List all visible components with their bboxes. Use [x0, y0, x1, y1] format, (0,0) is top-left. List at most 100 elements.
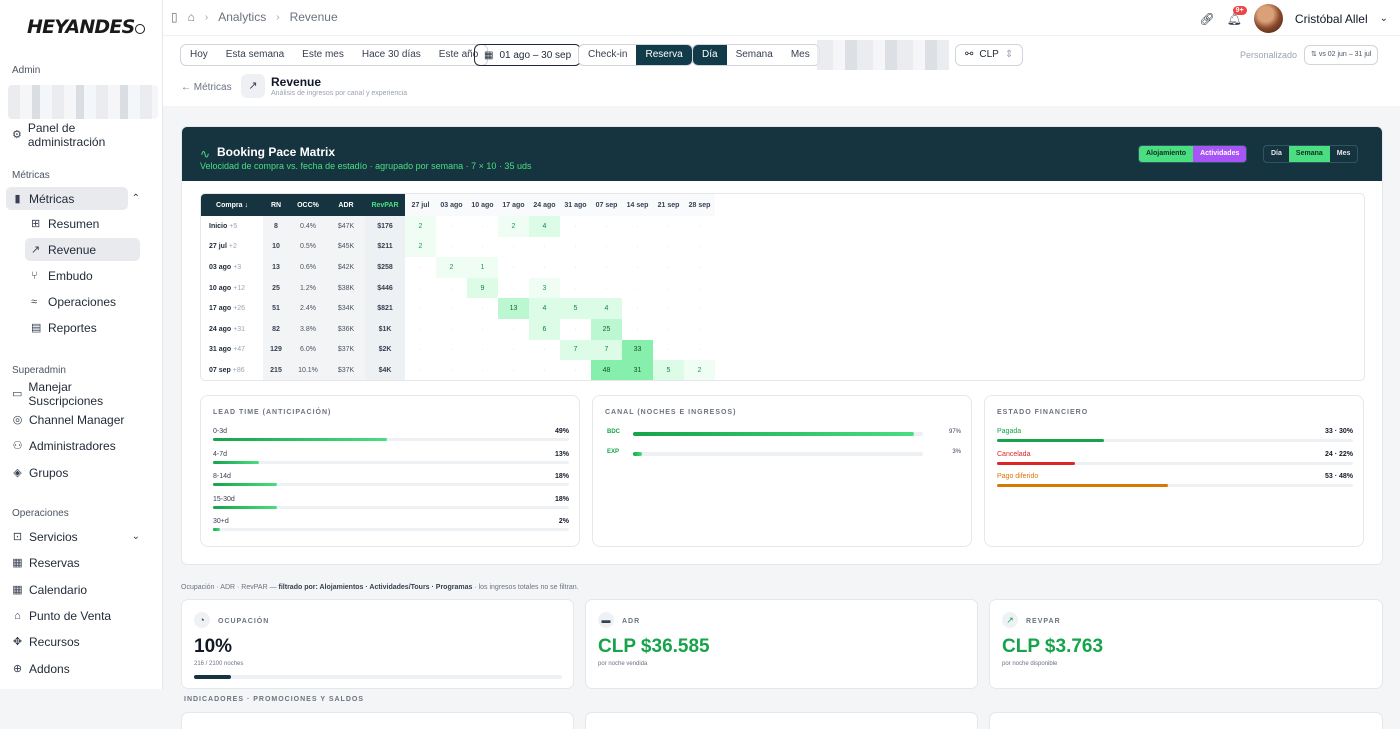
sidebar-item-admin-panel[interactable]: ⚙ Panel de administración — [12, 120, 106, 149]
matrix-cell: · — [450, 284, 453, 292]
breadcrumb-analytics[interactable]: Analytics — [218, 10, 267, 24]
sidebar-item-addons[interactable]: ⊕ Addons — [12, 661, 70, 676]
matrix-week-header: 14 sep — [622, 194, 653, 216]
matrix-week-header: 27 jul — [405, 194, 436, 216]
matrix-cell: · — [419, 346, 422, 354]
indicator-card — [585, 712, 978, 729]
financial-value: 24 · 22% — [1324, 450, 1353, 458]
sidebar-item-services[interactable]: ⊡ Servicios ⌄ — [12, 529, 140, 544]
user-name[interactable]: Cristóbal Allel — [1294, 11, 1368, 26]
kpi-sub: 216 / 2100 noches — [194, 661, 244, 667]
channel-fill — [633, 432, 915, 436]
period-this-year[interactable]: Este año — [438, 49, 479, 60]
sidebar-sub-resumen[interactable]: ⊞ Resumen — [31, 216, 100, 231]
pace-month[interactable]: Mes — [1336, 150, 1351, 157]
matrix-cell: · — [667, 222, 670, 230]
lead-time-track — [213, 460, 569, 464]
lead-time-row: 0-3d 49% — [213, 428, 569, 441]
compare-range[interactable]: ⇅ vs 02 jun – 31 jul — [1304, 45, 1379, 65]
brand-logo[interactable]: HEYANDES — [27, 16, 146, 38]
matrix-cell: · — [419, 305, 422, 313]
row-delta: +86 — [232, 366, 245, 374]
lead-time-fill — [213, 528, 221, 531]
blurred-account-selector[interactable] — [8, 85, 158, 119]
lead-time-panel: LEAD TIME (ANTICIPACIÓN) 0-3d 49% 4-7d 13% 8… — [200, 395, 580, 547]
pace-day[interactable]: Día — [1271, 150, 1282, 157]
blurred-filter[interactable] — [817, 40, 949, 70]
matrix-row-label: 24 ago +31 — [201, 319, 263, 340]
granularity-month[interactable]: Mes — [790, 49, 810, 60]
sidebar-item-reservations[interactable]: ▦ Reservas — [12, 555, 80, 570]
period-today[interactable]: Hoy — [190, 49, 208, 60]
sidebar-item-calendar[interactable]: ▦ Calendario — [12, 582, 88, 597]
period-this-week[interactable]: Esta semana — [225, 49, 285, 60]
sidebar-sub-embudo[interactable]: ⑂ Embudo — [31, 268, 93, 283]
sidebar-item-channel-manager[interactable]: ◎ Channel Manager — [12, 412, 125, 427]
sidebar-item-groups[interactable]: ◈ Grupos — [13, 465, 69, 480]
mode-reserva[interactable]: Reserva — [636, 45, 692, 65]
kpi-sub: por noche vendida — [598, 661, 648, 667]
matrix-revpar: $2K — [365, 339, 405, 361]
granularity-day[interactable]: Día — [693, 45, 727, 65]
matrix-row: 31 ago +47 129 6.0% $37K $2K · · · · · 7 7 33 · · — [201, 339, 715, 361]
sidebar: HEYANDES Admin ⚙ Panel de administración … — [0, 0, 163, 729]
lead-time-title: LEAD TIME (ANTICIPACIÓN) — [213, 409, 332, 416]
matrix-revpar: $176 — [365, 216, 405, 237]
link-icon: ⚯ — [965, 49, 974, 60]
matrix-header: RevPAR — [365, 194, 405, 216]
matrix-cell: · — [450, 346, 453, 354]
grid-icon: ⊞ — [31, 218, 41, 230]
matrix-adr: $37K — [327, 339, 365, 361]
sliders-icon: ≈ — [31, 295, 38, 308]
matrix-header[interactable]: Compra ↓ — [201, 194, 263, 216]
pace-week[interactable]: Semana — [1288, 146, 1330, 162]
matrix-occ: 1.2% — [289, 277, 327, 299]
toggle-actividades[interactable]: Actividades — [1193, 146, 1247, 162]
avatar[interactable] — [1253, 4, 1283, 33]
sidebar-item-subscriptions[interactable]: ▭ Manejar Suscripciones — [12, 379, 104, 408]
matrix-row: 03 ago +3 13 0.6% $42K $258 · 2 1 · · · · · · · — [201, 257, 715, 278]
financial-value: 53 · 48% — [1324, 473, 1353, 480]
matrix-cell: · — [481, 243, 484, 251]
period-this-month[interactable]: Este mes — [302, 49, 344, 60]
matrix-adr: $37K — [327, 360, 365, 380]
financial-label: Cancelada — [997, 450, 1031, 458]
toggle-alojamiento[interactable]: Alojamiento — [1139, 146, 1194, 162]
mode-checkin[interactable]: Check-in — [588, 49, 628, 60]
period-30-days[interactable]: Hace 30 días — [361, 49, 421, 60]
row-delta: +5 — [229, 222, 238, 230]
financial-fill — [997, 461, 1076, 465]
matrix-cell: · — [512, 243, 515, 251]
sidebar-item-admins[interactable]: ⚇ Administradores — [12, 438, 116, 453]
matrix-cell: · — [450, 305, 453, 313]
financial-label: Pago diferido — [997, 473, 1039, 480]
sidebar-sub-reportes[interactable]: ▤ Reportes — [31, 320, 97, 335]
row-delta: +2 — [228, 243, 237, 251]
back-link[interactable]: ← Métricas — [181, 82, 232, 93]
sidebar-item-metrics[interactable]: ▮ Métricas ⌃ — [6, 187, 140, 210]
sidebar-sub-operaciones[interactable]: ≈ Operaciones — [31, 294, 117, 309]
matrix-week-header: 17 ago — [498, 194, 529, 216]
currency-select[interactable]: ⚯ CLP ⇕ — [955, 44, 1024, 66]
matrix-revpar: $821 — [365, 298, 405, 319]
sidebar-sub-revenue[interactable]: ↗ Revenue — [25, 238, 140, 261]
matrix-cell: · — [605, 263, 608, 271]
home-icon[interactable]: ⌂ — [187, 10, 195, 24]
sidebar-toggle-icon[interactable]: ▯ — [171, 10, 178, 24]
matrix-cell: 25 — [591, 318, 622, 340]
section-indicators-title: INDICADORES · PROMOCIONES Y SALDOS — [184, 696, 364, 703]
matrix-cell: · — [512, 284, 515, 292]
bell-icon[interactable]: 🔔︎ 9+ — [1227, 5, 1247, 26]
sidebar-item-pos[interactable]: ⌂ Punto de Venta — [6, 604, 128, 627]
row-date: Inicio — [209, 222, 228, 230]
matrix-cell: 2 — [405, 236, 436, 258]
link-icon[interactable]: 🔗︎ — [1199, 11, 1215, 26]
date-range-picker[interactable]: ▦ 01 ago – 30 sep — [474, 44, 582, 66]
activity-icon: ∿ — [200, 147, 211, 161]
sidebar-item-resources[interactable]: ✥ Recursos — [12, 634, 80, 649]
matrix-adr: $42K — [327, 257, 365, 278]
channel-fill — [633, 452, 642, 456]
matrix-row-label: 03 ago +3 — [201, 257, 263, 278]
granularity-week[interactable]: Semana — [735, 49, 773, 60]
chevron-down-icon[interactable]: ⌄ — [1379, 13, 1388, 24]
